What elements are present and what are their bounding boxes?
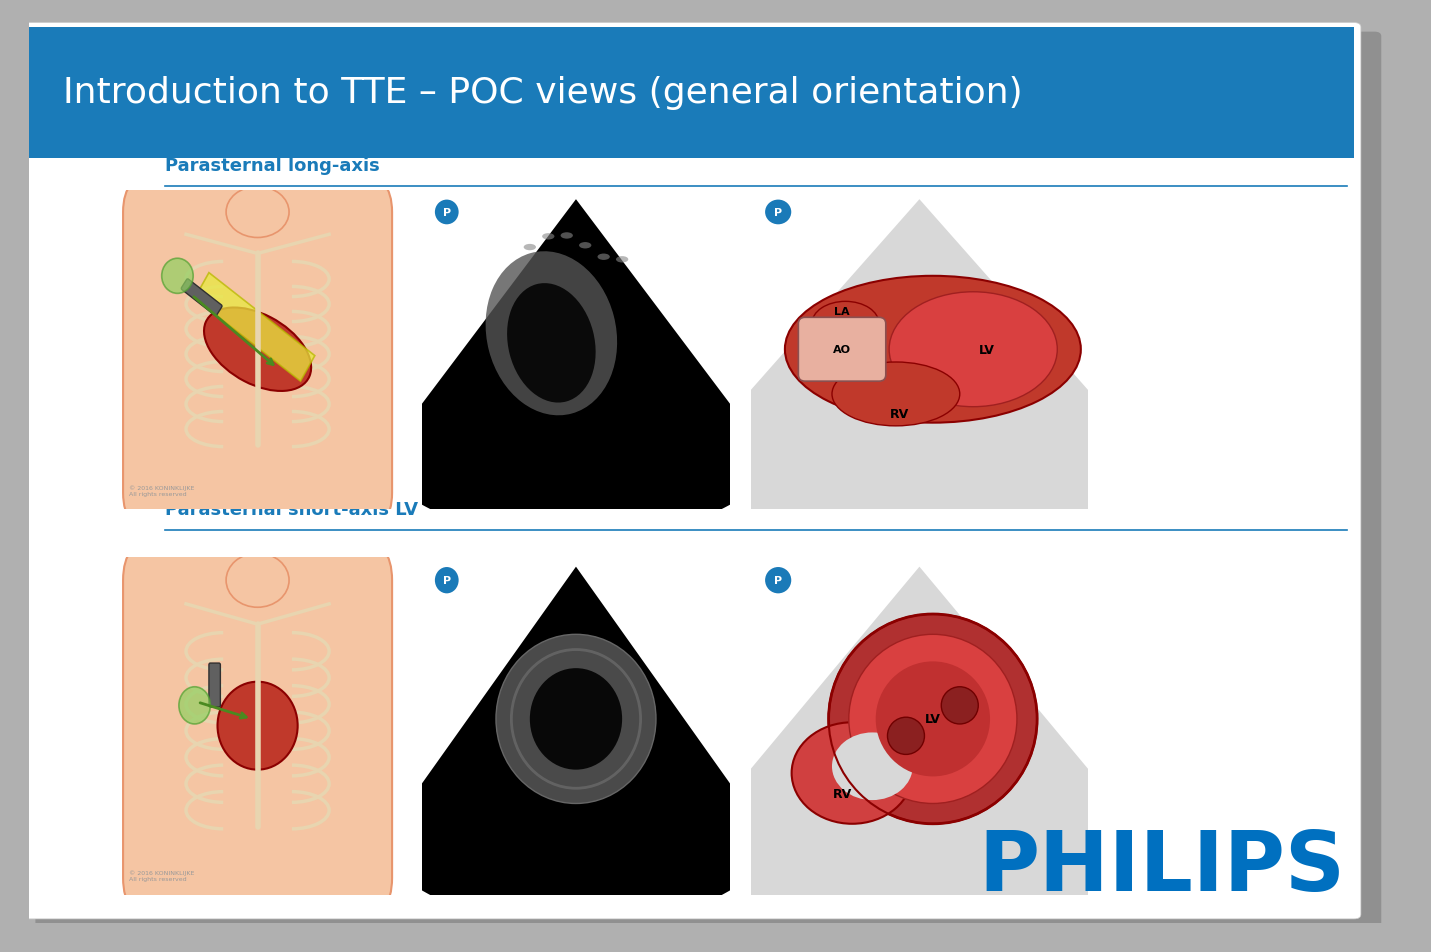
- FancyBboxPatch shape: [36, 32, 1381, 937]
- Ellipse shape: [542, 234, 554, 240]
- Ellipse shape: [811, 302, 879, 347]
- Ellipse shape: [561, 233, 572, 239]
- Ellipse shape: [497, 635, 655, 803]
- Ellipse shape: [598, 254, 610, 261]
- Text: P: P: [774, 208, 783, 218]
- Text: Parasternal short-axis LV: Parasternal short-axis LV: [165, 501, 418, 518]
- FancyBboxPatch shape: [123, 174, 392, 531]
- Bar: [29, 29, 1354, 159]
- Ellipse shape: [507, 284, 595, 403]
- Polygon shape: [372, 567, 780, 932]
- Circle shape: [887, 718, 924, 755]
- Circle shape: [764, 199, 793, 227]
- Text: Parasternal long-axis: Parasternal long-axis: [165, 157, 379, 174]
- Ellipse shape: [791, 723, 913, 823]
- Ellipse shape: [829, 614, 1037, 823]
- Polygon shape: [372, 200, 780, 545]
- Polygon shape: [677, 567, 1162, 945]
- Ellipse shape: [524, 245, 537, 251]
- FancyBboxPatch shape: [123, 540, 392, 919]
- Ellipse shape: [485, 252, 617, 416]
- FancyBboxPatch shape: [182, 280, 222, 316]
- Ellipse shape: [218, 682, 298, 770]
- Ellipse shape: [831, 363, 960, 426]
- Circle shape: [434, 566, 459, 595]
- Ellipse shape: [226, 188, 289, 238]
- Polygon shape: [195, 273, 315, 382]
- Text: P: P: [442, 208, 451, 218]
- Polygon shape: [677, 200, 1162, 557]
- Ellipse shape: [784, 276, 1080, 424]
- FancyBboxPatch shape: [209, 664, 220, 707]
- Ellipse shape: [831, 733, 913, 801]
- Circle shape: [434, 199, 459, 227]
- Ellipse shape: [849, 635, 1017, 803]
- Text: © 2016 KONINKLIJKE
All rights reserved: © 2016 KONINKLIJKE All rights reserved: [129, 486, 195, 497]
- Ellipse shape: [205, 308, 311, 391]
- Text: PHILIPS: PHILIPS: [979, 826, 1345, 906]
- Text: © 2016 KONINKLIJKE
All rights reserved: © 2016 KONINKLIJKE All rights reserved: [129, 870, 195, 882]
- Text: P: P: [442, 576, 451, 585]
- Text: RV: RV: [833, 787, 851, 800]
- Circle shape: [162, 259, 193, 294]
- Text: LA: LA: [834, 307, 850, 317]
- Circle shape: [942, 687, 979, 724]
- Ellipse shape: [580, 243, 591, 249]
- Text: P: P: [774, 576, 783, 585]
- Text: RV: RV: [890, 407, 909, 420]
- Ellipse shape: [615, 257, 628, 263]
- Circle shape: [764, 566, 793, 595]
- Ellipse shape: [876, 662, 990, 777]
- Ellipse shape: [529, 668, 622, 770]
- Text: AO: AO: [833, 345, 851, 355]
- Text: LV: LV: [979, 344, 995, 356]
- Text: Introduction to TTE – POC views (general orientation): Introduction to TTE – POC views (general…: [63, 76, 1022, 110]
- Circle shape: [179, 687, 210, 724]
- FancyBboxPatch shape: [798, 318, 886, 382]
- FancyBboxPatch shape: [21, 24, 1361, 919]
- Ellipse shape: [889, 292, 1058, 407]
- Text: LV: LV: [924, 713, 940, 725]
- Ellipse shape: [226, 553, 289, 607]
